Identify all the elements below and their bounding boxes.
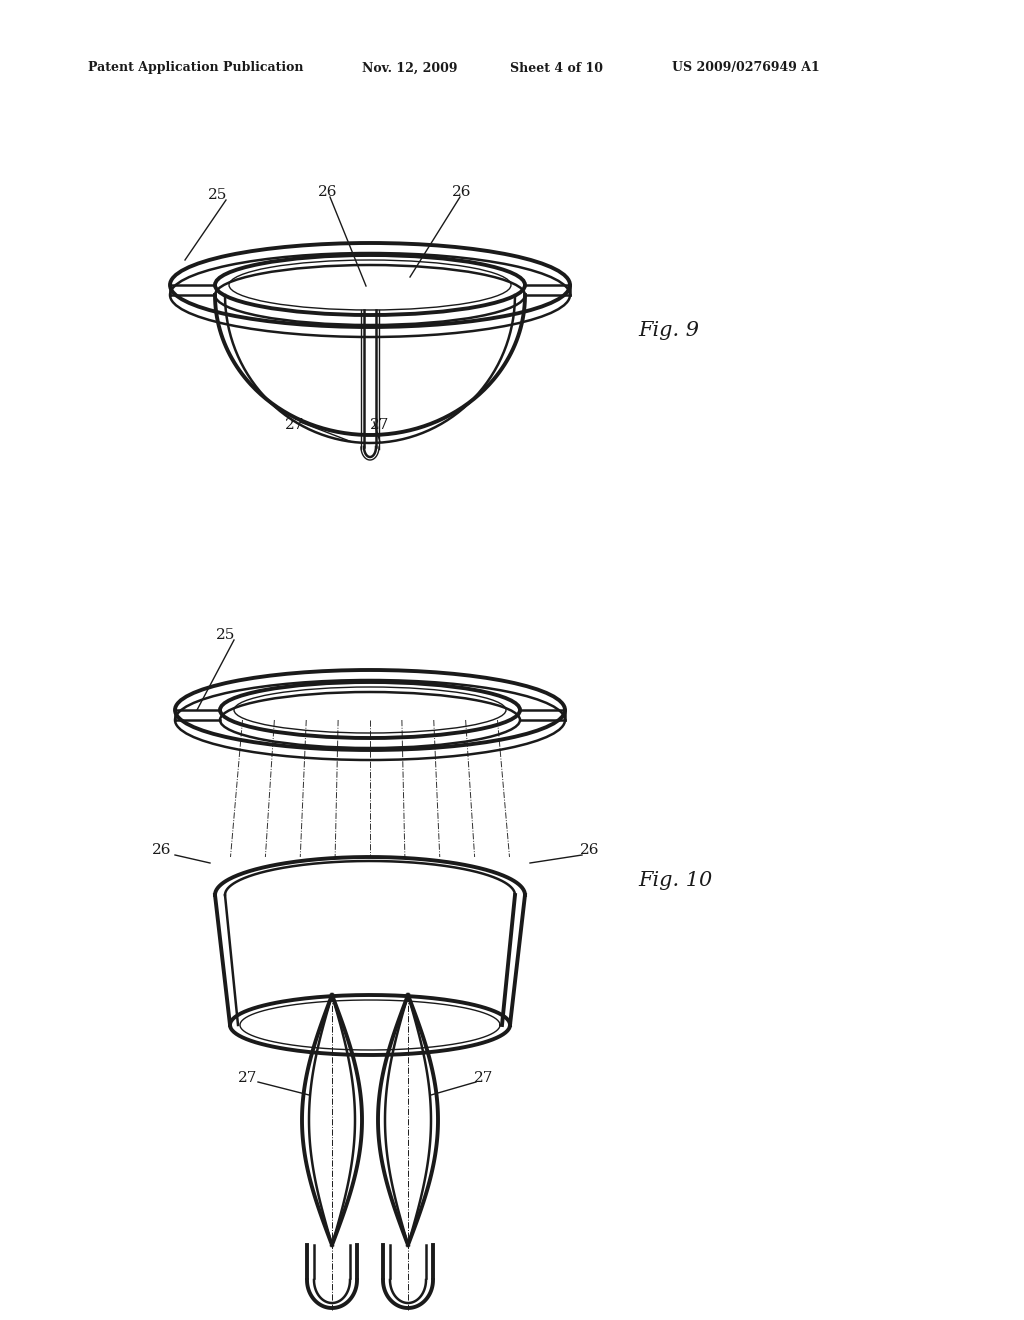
Text: Fig. 10: Fig. 10 — [638, 870, 713, 890]
Text: 26: 26 — [581, 843, 600, 857]
Text: 27: 27 — [474, 1071, 494, 1085]
Text: 26: 26 — [318, 185, 338, 199]
Text: 26: 26 — [453, 185, 472, 199]
Text: 27: 27 — [239, 1071, 258, 1085]
Text: Nov. 12, 2009: Nov. 12, 2009 — [362, 62, 458, 74]
Text: Patent Application Publication: Patent Application Publication — [88, 62, 303, 74]
Text: 25: 25 — [208, 187, 227, 202]
Text: 27: 27 — [371, 418, 390, 432]
Text: 25: 25 — [216, 628, 236, 642]
Text: 27: 27 — [286, 418, 305, 432]
Text: 26: 26 — [153, 843, 172, 857]
Text: Sheet 4 of 10: Sheet 4 of 10 — [510, 62, 603, 74]
Text: US 2009/0276949 A1: US 2009/0276949 A1 — [672, 62, 820, 74]
Text: Fig. 9: Fig. 9 — [638, 321, 699, 339]
